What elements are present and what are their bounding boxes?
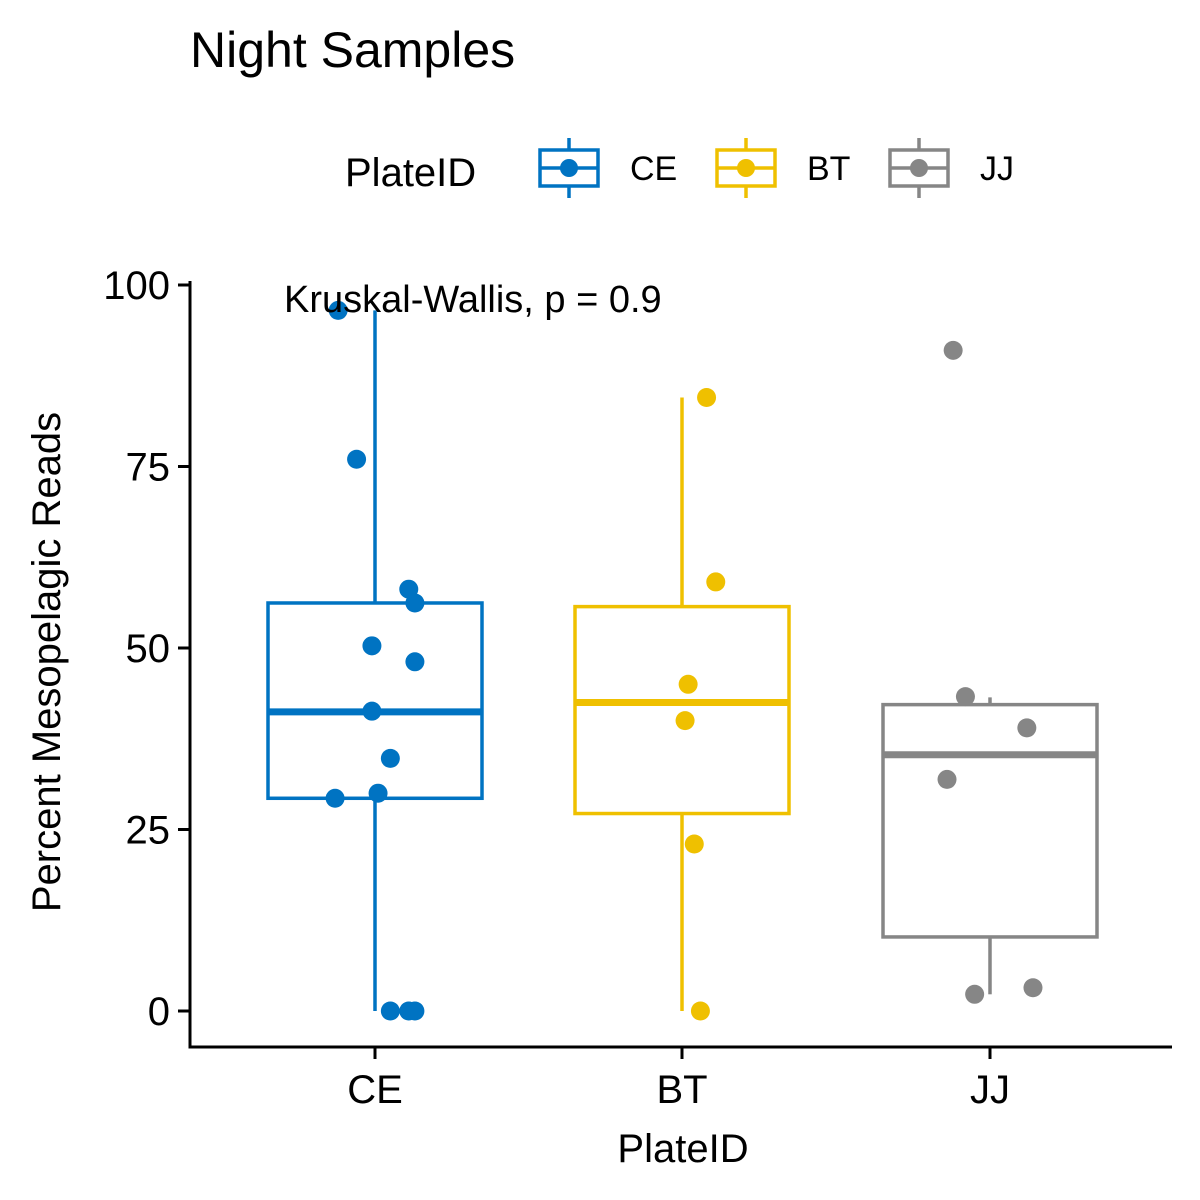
data-point-ce (362, 701, 382, 721)
data-point-ce (362, 636, 382, 656)
y-tick-label: 0 (148, 990, 170, 1034)
legend-label: JJ (980, 150, 1014, 188)
x-tick-label: CE (347, 1068, 403, 1112)
x-axis-title: PlateID (617, 1127, 748, 1171)
box-jj (881, 697, 1099, 995)
iqr-box (881, 702, 1099, 939)
data-point-jj (1023, 978, 1043, 998)
box-bt (573, 397, 791, 1011)
data-point-jj (955, 687, 975, 707)
kruskal-wallis-annotation: Kruskal-Wallis, p = 0.9 (284, 279, 662, 321)
data-point-ce (380, 748, 400, 768)
y-tick-label: 100 (103, 264, 170, 308)
legend: PlateID CE BT JJ (345, 138, 1014, 198)
data-point-ce (405, 593, 425, 613)
y-axis: 0 25 50 75 100 (103, 264, 192, 1049)
data-point-ce (405, 652, 425, 672)
data-point-ce (347, 449, 367, 469)
x-axis: CE BT JJ (188, 1045, 1172, 1112)
legend-key-point (910, 159, 928, 177)
data-point-ce (328, 300, 348, 320)
data-point-ce (380, 1001, 400, 1021)
legend-label: CE (630, 150, 677, 188)
data-point-bt (684, 834, 704, 854)
data-point-jj (943, 340, 963, 360)
data-point-bt (706, 572, 726, 592)
x-tick-label: BT (656, 1068, 707, 1112)
data-point-jj (937, 769, 957, 789)
data-points (325, 300, 1043, 1021)
legend-item-bt: BT (715, 138, 850, 198)
legend-items: CE BT JJ (538, 138, 1014, 198)
y-tick-label: 50 (126, 627, 171, 671)
legend-item-jj: JJ (888, 138, 1014, 198)
data-point-bt (675, 711, 695, 731)
iqr-box (266, 601, 484, 801)
box-ce (266, 310, 484, 1011)
legend-item-ce: CE (538, 138, 677, 198)
x-tick-label: JJ (970, 1068, 1010, 1112)
data-point-ce (405, 1001, 425, 1021)
y-axis-title: Percent Mesopelagic Reads (25, 412, 69, 912)
y-ticks: 0 25 50 75 100 (103, 264, 190, 1034)
data-point-jj (1017, 718, 1037, 738)
data-point-bt (690, 1001, 710, 1021)
legend-key-point (560, 159, 578, 177)
data-point-ce (368, 783, 388, 803)
data-point-jj (965, 984, 985, 1004)
data-point-ce (325, 788, 345, 808)
legend-label: BT (807, 150, 850, 188)
legend-title: PlateID (345, 151, 476, 195)
boxes (266, 310, 1099, 1011)
iqr-box (573, 604, 791, 816)
plot-area (266, 300, 1099, 1021)
legend-key-point (737, 159, 755, 177)
y-tick-label: 25 (126, 809, 171, 853)
chart-title: Night Samples (190, 22, 515, 78)
x-ticks: CE BT JJ (347, 1047, 1010, 1112)
data-point-bt (678, 674, 698, 694)
y-tick-label: 75 (126, 446, 171, 490)
data-point-bt (697, 388, 717, 408)
